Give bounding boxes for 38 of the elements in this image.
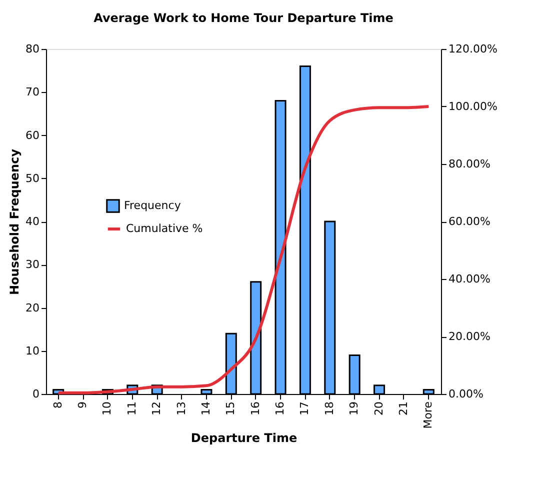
x-tick-label: 16: [274, 402, 287, 416]
chart-title: Average Work to Home Tour Departure Time: [94, 11, 394, 25]
y2-tick-label: 20.00%: [448, 330, 490, 343]
y-tick-label: 0: [32, 388, 40, 400]
y-tick-label: 10: [26, 344, 40, 358]
x-tick-label: More: [422, 401, 435, 429]
y2-tick-label: 100.00%: [448, 100, 498, 113]
x-tick-label: 21: [396, 402, 410, 416]
y-tick-label: 80: [26, 42, 40, 56]
y-tick-label: 50: [26, 172, 40, 185]
y2-tick-label: 60.00%: [448, 215, 490, 228]
y-tick-label: 30: [26, 258, 40, 272]
legend-label: Frequency: [124, 199, 182, 212]
x-tick-label: 13: [174, 402, 188, 416]
x-tick-label: 18: [322, 402, 336, 416]
x-tick-label: 11: [125, 402, 138, 416]
y-tick-label: 40: [26, 215, 40, 228]
x-tick-label: 9: [76, 402, 90, 408]
x-tick-label: 12: [150, 402, 164, 416]
y-axis-title: Household Frequency: [8, 148, 22, 296]
x-tick-label: 20: [372, 402, 386, 416]
y-tick-label: 20: [26, 301, 40, 314]
x-tick-label: 19: [348, 402, 361, 416]
y-tick-label: 60: [26, 128, 40, 142]
x-tick-label: 8: [51, 402, 64, 408]
x-axis-title: Departure Time: [190, 430, 298, 445]
x-tick-label: 17: [298, 402, 312, 416]
y2-tick-label: 40.00%: [448, 272, 490, 286]
legend-label: Cumulative %: [126, 222, 203, 235]
y2-tick-label: 80.00%: [448, 158, 490, 170]
y2-tick-label: 120.00%: [448, 42, 498, 56]
x-tick-label: 16: [248, 402, 262, 416]
line-series: [56, 105, 430, 394]
x-tick-label: 10: [100, 402, 114, 416]
x-tick-label: 14: [199, 402, 212, 416]
y-tick-label: 70: [26, 86, 40, 99]
x-tick-label: 15: [224, 402, 238, 416]
y2-tick-label: 0.00%: [448, 388, 484, 400]
